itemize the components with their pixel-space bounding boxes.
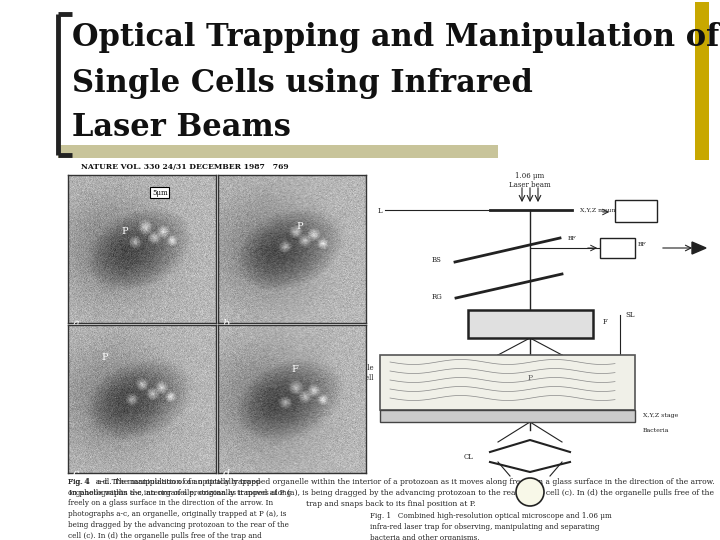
Text: c: c [73, 469, 78, 478]
Bar [615, 200, 657, 222]
Bar [600, 238, 635, 258]
Text: F: F [603, 318, 608, 326]
Text: I: I [517, 488, 519, 496]
Text: BF: BF [568, 235, 577, 240]
Circle shape [516, 478, 544, 506]
Text: Fig. 1   Combined high-resolution optical microscope and 1.06 μm
infra-red laser: Fig. 1 Combined high-resolution optical … [370, 512, 612, 540]
Text: 5μm: 5μm [152, 189, 168, 197]
Text: E: E [614, 244, 619, 252]
Text: NATURE VOL. 330 24/31 DECEMBER 1987   769: NATURE VOL. 330 24/31 DECEMBER 1987 769 [81, 163, 289, 171]
Bar [468, 310, 593, 338]
Text: b: b [222, 319, 230, 328]
Text: Single Cells using Infrared: Single Cells using Infrared [72, 68, 533, 99]
Text: RG: RG [431, 293, 442, 301]
Text: F: F [292, 365, 298, 374]
Text: P: P [121, 227, 127, 236]
Bar [380, 410, 635, 422]
Text: Fig. 4   a-d. The manipulation of an optically trapped organelle within the inte: Fig. 4 a-d. The manipulation of an optic… [68, 478, 715, 508]
Text: X,Y,Z stage: X,Y,Z stage [643, 414, 678, 418]
Text: SL: SL [625, 311, 634, 319]
Text: a: a [73, 319, 79, 328]
Text: P: P [102, 353, 108, 362]
Text: Fig. 4   a-d. The manipulation of an optically trapped
organelle within the inte: Fig. 4 a-d. The manipulation of an optic… [68, 478, 292, 540]
Text: BF: BF [638, 242, 647, 247]
Text: L: L [378, 207, 382, 215]
Text: Optical Trapping and Manipulation of: Optical Trapping and Manipulation of [72, 22, 719, 53]
Text: Laser Beams: Laser Beams [72, 112, 291, 143]
Text: BS: BS [432, 256, 442, 264]
Text: VC: VC [631, 207, 641, 215]
Text: WI OBJ.: WI OBJ. [510, 319, 550, 329]
Text: d: d [222, 469, 230, 478]
Bar [58, 145, 498, 158]
Text: 1.06 μm
Laser beam: 1.06 μm Laser beam [509, 172, 551, 189]
Text: Bacteria: Bacteria [643, 428, 670, 433]
Text: CL: CL [464, 453, 474, 461]
Text: P: P [296, 222, 302, 231]
Text: W: W [527, 489, 534, 495]
Text: P: P [528, 374, 533, 382]
Text: X,Y,Z mount: X,Y,Z mount [580, 207, 618, 213]
Bar [380, 355, 635, 410]
Bar [695, 2, 709, 160]
Polygon shape [692, 242, 706, 254]
Text: Sample
cell: Sample cell [347, 364, 374, 382]
